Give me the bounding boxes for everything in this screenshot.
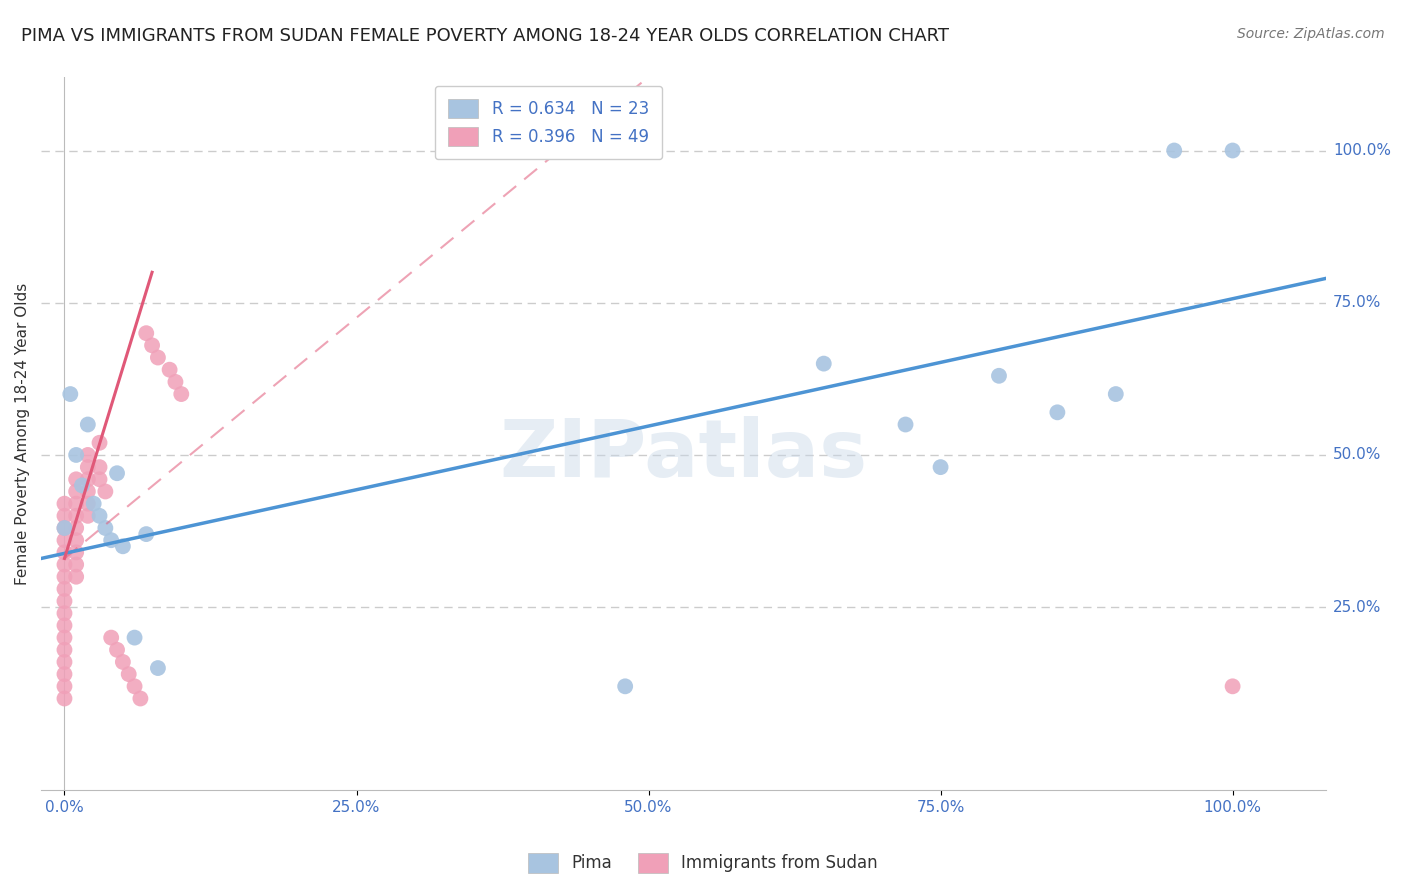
Point [65, 508, 87, 523]
Point [53, 594, 76, 608]
Point [53, 642, 76, 657]
Point [614, 679, 637, 693]
Point [53, 545, 76, 559]
Point [76, 508, 98, 523]
Point [1222, 679, 1244, 693]
Text: ZIPatlas: ZIPatlas [499, 416, 868, 494]
Point [89, 435, 111, 450]
Point [165, 375, 187, 389]
Point [146, 351, 169, 365]
Point [129, 691, 152, 706]
Point [135, 326, 157, 341]
Point [76, 448, 98, 462]
Text: PIMA VS IMMIGRANTS FROM SUDAN FEMALE POVERTY AMONG 18-24 YEAR OLDS CORRELATION C: PIMA VS IMMIGRANTS FROM SUDAN FEMALE POV… [21, 27, 949, 45]
Point [146, 661, 169, 675]
Point [65, 533, 87, 548]
Point [65, 558, 87, 572]
Point [70, 478, 93, 492]
Point [53, 521, 76, 535]
Legend: R = 0.634   N = 23, R = 0.396   N = 49: R = 0.634 N = 23, R = 0.396 N = 49 [434, 86, 662, 160]
Point [170, 387, 193, 401]
Point [124, 631, 146, 645]
Point [53, 679, 76, 693]
Point [65, 521, 87, 535]
Point [65, 545, 87, 559]
Point [76, 484, 98, 499]
Point [53, 691, 76, 706]
Point [53, 570, 76, 584]
Text: 50.0%: 50.0% [1333, 448, 1381, 462]
Y-axis label: Female Poverty Among 18-24 Year Olds: Female Poverty Among 18-24 Year Olds [15, 283, 30, 585]
Point [89, 460, 111, 475]
Point [53, 667, 76, 681]
Text: 100.0%: 100.0% [1333, 143, 1391, 158]
Point [94, 484, 117, 499]
Point [105, 642, 128, 657]
Point [111, 655, 134, 669]
Point [53, 508, 76, 523]
Point [118, 667, 141, 681]
Point [65, 448, 87, 462]
Point [141, 338, 163, 352]
Point [53, 533, 76, 548]
Point [76, 460, 98, 475]
Point [1046, 405, 1069, 419]
Text: 75.0%: 75.0% [1333, 295, 1381, 310]
Point [813, 357, 835, 371]
Point [135, 527, 157, 541]
Point [929, 460, 952, 475]
Point [894, 417, 917, 432]
Point [111, 539, 134, 553]
Legend: Pima, Immigrants from Sudan: Pima, Immigrants from Sudan [522, 847, 884, 880]
Point [53, 521, 76, 535]
Point [105, 467, 128, 481]
Point [53, 558, 76, 572]
Text: 25.0%: 25.0% [1333, 599, 1381, 615]
Point [83, 497, 105, 511]
Point [65, 570, 87, 584]
Point [89, 472, 111, 486]
Point [76, 497, 98, 511]
Text: Source: ZipAtlas.com: Source: ZipAtlas.com [1237, 27, 1385, 41]
Point [53, 631, 76, 645]
Point [89, 508, 111, 523]
Point [1222, 144, 1244, 158]
Point [76, 417, 98, 432]
Point [65, 497, 87, 511]
Point [53, 655, 76, 669]
Point [65, 472, 87, 486]
Point [53, 582, 76, 596]
Point [988, 368, 1011, 383]
Point [59, 387, 82, 401]
Point [159, 362, 181, 376]
Point [124, 679, 146, 693]
Point [1163, 144, 1185, 158]
Point [53, 618, 76, 632]
Point [100, 533, 122, 548]
Point [94, 521, 117, 535]
Point [65, 484, 87, 499]
Point [76, 472, 98, 486]
Point [53, 497, 76, 511]
Point [53, 607, 76, 621]
Point [100, 631, 122, 645]
Point [1105, 387, 1128, 401]
